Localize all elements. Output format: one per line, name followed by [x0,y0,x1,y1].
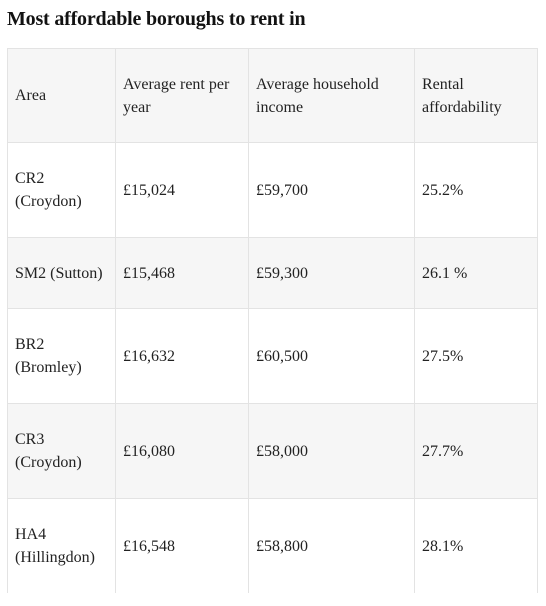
income-cell: £60,500 [248,308,415,404]
table-row: SM2 (Sutton) £15,468 £59,300 26.1 % [7,237,538,309]
area-cell: CR2 (Croydon) [7,142,116,238]
affordability-cell: 26.1 % [414,237,538,309]
income-cell: £59,300 [248,237,415,309]
area-cell: HA4 (Hillingdon) [7,498,116,593]
table-row: CR2 (Croydon) £15,024 £59,700 25.2% [7,142,538,238]
area-cell: CR3 (Croydon) [7,403,116,499]
affordability-cell: 27.7% [414,403,538,499]
header-area: Area [7,48,116,143]
income-cell: £59,700 [248,142,415,238]
rent-cell: £16,632 [115,308,249,404]
header-row: Area Average rent per year Average house… [7,48,538,143]
header-average-income: Average household income [248,48,415,143]
rent-cell: £16,080 [115,403,249,499]
income-cell: £58,000 [248,403,415,499]
affordability-cell: 27.5% [414,308,538,404]
income-cell: £58,800 [248,498,415,593]
area-cell: SM2 (Sutton) [7,237,116,309]
table-row: HA4 (Hillingdon) £16,548 £58,800 28.1% [7,498,538,593]
affordability-cell: 28.1% [414,498,538,593]
rent-cell: £15,024 [115,142,249,238]
header-average-rent: Average rent per year [115,48,249,143]
table-row: BR2 (Bromley) £16,632 £60,500 27.5% [7,308,538,404]
table-row: CR3 (Croydon) £16,080 £58,000 27.7% [7,403,538,499]
table-title: Most affordable boroughs to rent in [7,8,306,30]
area-cell: BR2 (Bromley) [7,308,116,404]
affordability-table: Area Average rent per year Average house… [7,48,538,593]
header-rental-affordability: Rental affordability [414,48,538,143]
rent-cell: £16,548 [115,498,249,593]
rent-cell: £15,468 [115,237,249,309]
affordability-cell: 25.2% [414,142,538,238]
